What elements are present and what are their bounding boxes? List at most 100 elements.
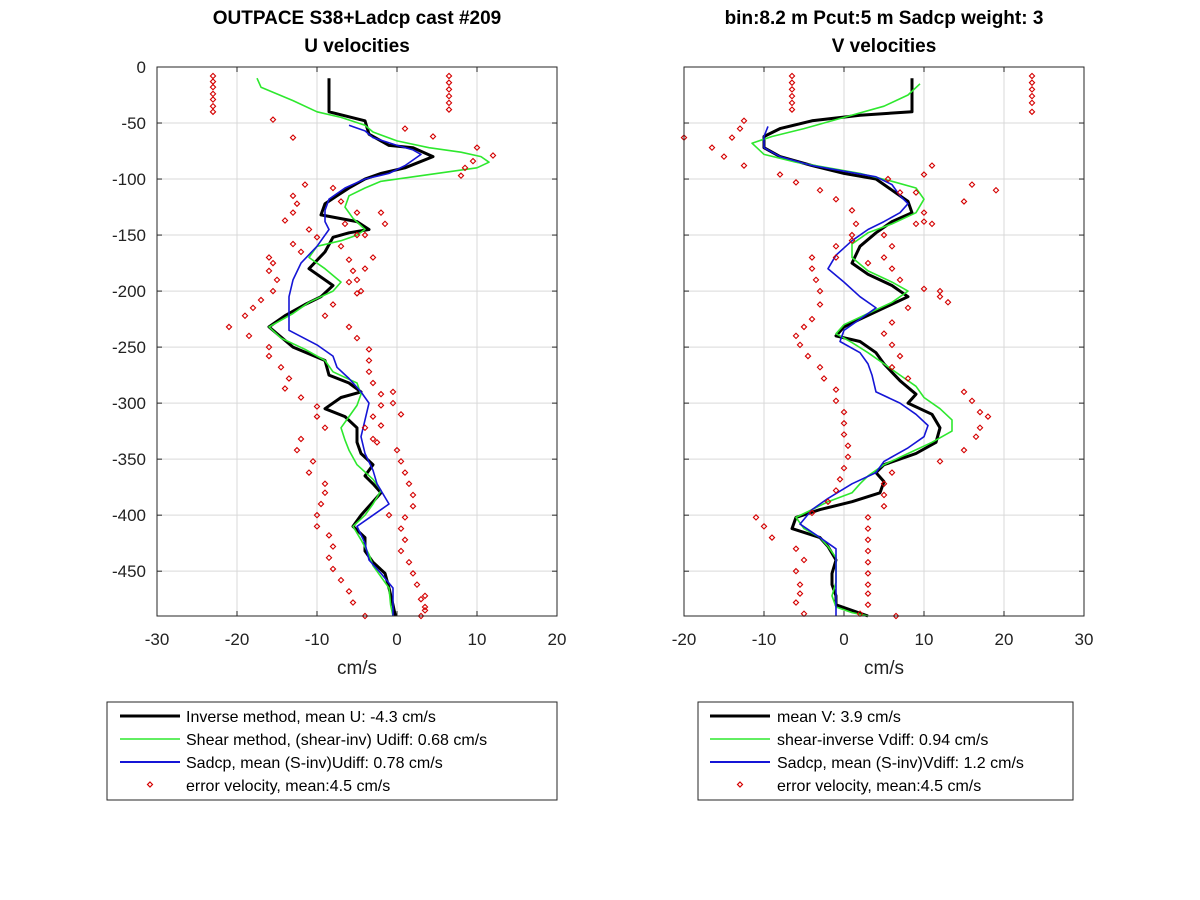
error-velocity-marker <box>832 242 840 250</box>
error-velocity-marker <box>385 511 393 519</box>
error-velocity-marker <box>864 259 872 267</box>
error-velocity-marker <box>269 116 277 124</box>
error-velocity-marker <box>405 558 413 566</box>
error-velocity-marker <box>281 385 289 392</box>
error-velocity-marker <box>740 162 748 169</box>
plot-area <box>680 72 1036 620</box>
error-velocity-marker <box>864 601 872 609</box>
error-velocity-marker <box>357 287 365 295</box>
error-velocity-marker <box>345 256 353 264</box>
error-velocity-marker <box>445 72 453 80</box>
error-velocity-marker <box>337 576 345 584</box>
legend-entry-shear: Shear method, (shear-inv) Udiff: 0.68 cm… <box>186 732 487 749</box>
error-velocity-marker <box>884 175 892 183</box>
inverse-series-line <box>762 78 942 618</box>
error-velocity-marker <box>840 408 848 416</box>
error-velocity-marker <box>313 233 321 241</box>
error-velocity-marker <box>976 424 984 432</box>
error-velocity-marker <box>445 79 453 87</box>
error-velocity-marker <box>285 375 293 382</box>
error-velocity-marker <box>848 207 856 214</box>
x-tick-label: 0 <box>839 630 848 649</box>
error-velocity-marker <box>321 424 329 432</box>
error-velocity-marker <box>321 489 329 497</box>
error-velocity-marker <box>832 386 840 394</box>
error-velocity-marker <box>920 209 928 217</box>
error-velocity-marker <box>896 276 904 284</box>
error-velocity-marker <box>329 184 337 192</box>
error-velocity-marker <box>920 171 928 178</box>
error-velocity-marker <box>397 525 405 532</box>
error-velocity-marker <box>445 92 453 100</box>
x-tick-label: -20 <box>672 630 697 649</box>
error-velocity-marker <box>265 267 273 275</box>
error-velocity-marker <box>776 171 784 178</box>
y-tick-label: -50 <box>121 114 146 133</box>
error-velocity-marker <box>209 108 217 116</box>
error-velocity-marker <box>904 375 912 382</box>
y-tick-label: -250 <box>112 338 146 357</box>
error-velocity-marker <box>708 144 716 152</box>
error-velocity-marker <box>880 254 888 261</box>
error-velocity-marker <box>1028 99 1036 107</box>
error-velocity-marker <box>792 332 800 340</box>
error-velocity-marker <box>369 413 377 420</box>
error-velocity-marker <box>289 134 297 141</box>
v-velocity-chart: bin:8.2 m Pcut:5 m Sadcp weight: 3 V vel… <box>672 8 1094 679</box>
error-velocity-marker <box>393 446 401 454</box>
error-velocity-marker <box>445 106 453 113</box>
error-velocity-marker <box>864 514 872 521</box>
legend-box <box>106 701 558 801</box>
error-velocity-marker <box>305 226 313 233</box>
error-velocity-marker <box>421 607 429 614</box>
x-tick-label: -30 <box>145 630 170 649</box>
error-velocity-marker <box>836 475 844 483</box>
error-velocity-marker <box>1028 92 1036 100</box>
error-velocity-marker <box>888 469 896 476</box>
error-velocity-marker <box>329 543 337 550</box>
error-velocity-marker <box>808 315 816 323</box>
sadcp-series-line <box>288 124 422 616</box>
error-velocity-marker <box>397 458 405 465</box>
error-velocity-marker <box>265 343 273 351</box>
legend-entry-shear: shear-inverse Vdiff: 0.94 cm/s <box>777 732 988 749</box>
legend-entry-error: error velocity, mean:4.5 cm/s <box>186 778 390 795</box>
error-velocity-marker <box>992 186 1000 194</box>
error-velocity-marker <box>313 522 321 530</box>
error-velocity-marker <box>820 375 828 382</box>
x-axis-label: cm/s <box>864 658 904 679</box>
error-velocity-marker <box>413 581 421 589</box>
error-velocity-marker <box>864 590 872 597</box>
error-velocity-marker <box>293 446 301 454</box>
error-velocity-marker <box>361 265 369 273</box>
error-velocity-marker <box>265 352 273 360</box>
error-velocity-marker <box>1028 79 1036 87</box>
y-tick-label: -450 <box>112 562 146 581</box>
y-tick-label: -200 <box>112 282 146 301</box>
error-velocity-marker <box>792 567 800 575</box>
error-velocity-marker <box>297 248 305 256</box>
error-velocity-marker <box>888 319 896 326</box>
error-velocity-marker <box>816 301 824 308</box>
error-velocity-marker <box>277 363 285 371</box>
error-velocity-marker <box>353 334 361 342</box>
error-velocity-marker <box>880 502 888 510</box>
error-velocity-marker <box>840 431 848 438</box>
error-velocity-marker <box>1028 72 1036 80</box>
error-velocity-marker <box>365 345 373 353</box>
error-velocity-marker <box>896 189 904 196</box>
error-velocity-marker <box>353 209 361 217</box>
error-velocity-marker <box>760 522 768 530</box>
error-velocity-marker <box>269 259 277 267</box>
error-velocity-marker <box>800 323 808 331</box>
error-velocity-marker <box>840 419 848 427</box>
error-velocity-marker <box>445 86 453 93</box>
error-velocity-marker <box>365 357 373 364</box>
error-velocity-marker <box>329 301 337 308</box>
error-velocity-marker <box>289 209 297 217</box>
error-velocity-marker <box>740 117 748 125</box>
error-velocity-marker <box>281 217 289 224</box>
error-velocity-marker <box>968 397 976 405</box>
error-velocity-marker <box>345 587 353 595</box>
error-velocity-marker <box>257 296 265 304</box>
